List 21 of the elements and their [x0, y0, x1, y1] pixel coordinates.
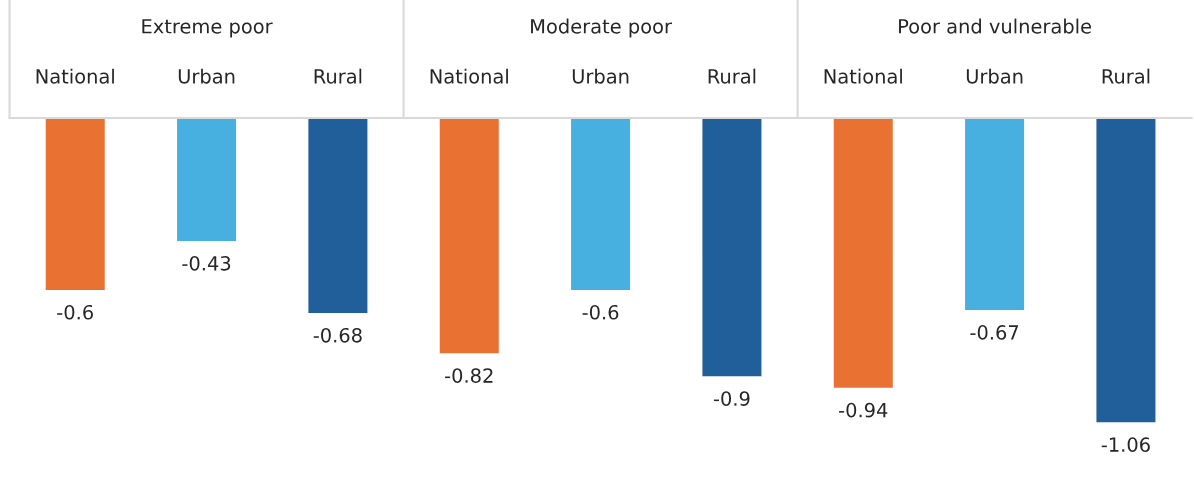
text: Moderate poor	[531, 18, 672, 38]
x-tick-label: Urban	[966, 68, 1023, 84]
data-label: -0.6	[57, 304, 93, 320]
data-label: -0.9	[713, 391, 750, 406]
x-tick-label: Urban	[178, 68, 235, 84]
x-tick-label: National	[36, 68, 114, 84]
data-label: -1.06	[1101, 437, 1150, 452]
data-label: -0.68	[313, 327, 362, 343]
text: Extreme poor	[142, 19, 273, 38]
x-tick-label: National	[824, 68, 902, 84]
data-label: -0.67	[970, 325, 1019, 340]
x-tick-label: Rural	[708, 68, 756, 84]
data-label: -0.82	[445, 368, 493, 383]
x-tick-label: Rural	[314, 68, 362, 84]
x-tick-label: National	[430, 68, 508, 84]
x-tick-label: Urban	[572, 68, 629, 84]
data-label: -0.94	[839, 402, 888, 418]
data-label: -0.6	[582, 304, 619, 320]
data-label: -0.43	[182, 255, 231, 271]
text: Poor and vulnerable	[899, 18, 1092, 34]
x-tick-label: Rural	[1102, 68, 1150, 84]
